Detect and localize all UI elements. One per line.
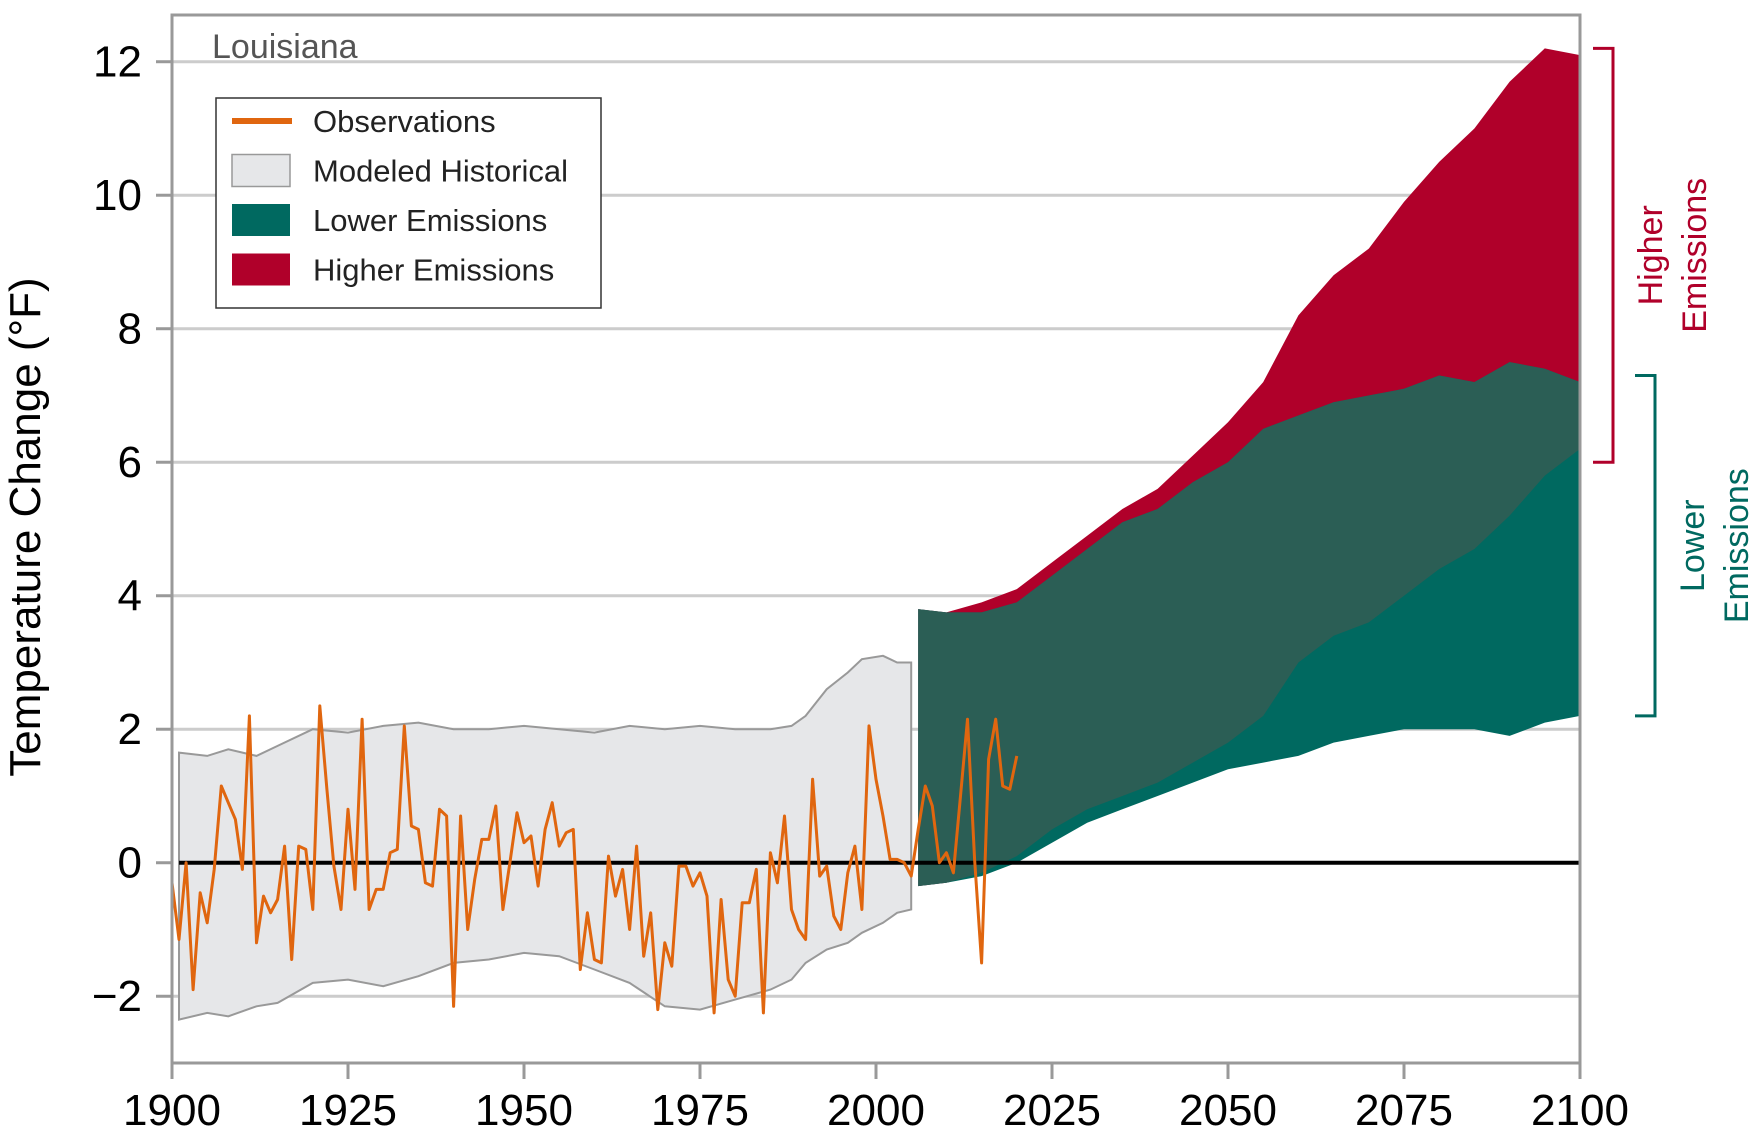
- modeled-legend-label: Modeled Historical: [313, 154, 568, 189]
- x-axis-ticks: 1900 1925 1950 1975 2000 2025 2050 2075 2100: [123, 1063, 1629, 1135]
- observations-legend-label: Observations: [313, 104, 496, 139]
- higher-emissions-bracket-label: Higher Emissions: [1632, 178, 1714, 333]
- y-tick-label: 0: [118, 839, 142, 888]
- bracket-label-line: Emissions: [1676, 178, 1714, 333]
- x-tick-label: 1950: [475, 1086, 573, 1135]
- x-tick-label: 2025: [1003, 1086, 1101, 1135]
- region-label: Louisiana: [212, 28, 358, 66]
- lower-legend-swatch: [232, 204, 290, 236]
- legend-items: Observations Modeled Historical Lower Emis…: [231, 104, 568, 288]
- x-tick-label: 2000: [827, 1086, 925, 1135]
- higher-legend-label: Higher Emissions: [313, 253, 554, 288]
- x-tick-label: 1925: [299, 1086, 397, 1135]
- y-axis-ticks: −2 0 2 4 6 8 10 12: [92, 38, 172, 1021]
- lower-emissions-bracket: [1635, 373, 1657, 718]
- lower-emissions-bracket-label: Lower Emissions: [1674, 468, 1756, 623]
- higher-legend-swatch: [232, 253, 290, 286]
- bracket-label-line: Higher: [1632, 205, 1670, 305]
- x-tick-label: 1975: [651, 1086, 749, 1135]
- higher-emissions-bracket: [1593, 46, 1615, 464]
- y-tick-label: 8: [118, 305, 142, 354]
- y-axis-title: Temperature Change (°F): [1, 277, 50, 776]
- x-tick-label: 2100: [1531, 1086, 1629, 1135]
- y-tick-label: 2: [118, 705, 142, 754]
- y-tick-label: −2: [92, 972, 142, 1021]
- observations-line: [170, 704, 1019, 1015]
- bracket-label-line: Lower: [1674, 499, 1712, 592]
- observations-series: [170, 704, 1019, 1015]
- overlap-band: [918, 362, 1580, 887]
- modeled-legend-swatch: [231, 153, 291, 188]
- x-tick-label: 2075: [1355, 1086, 1453, 1135]
- legend: Observations Modeled Historical Lower Emis…: [215, 97, 602, 309]
- y-tick-label: 6: [118, 438, 142, 487]
- x-tick-label: 1900: [123, 1086, 221, 1135]
- lower-legend-label: Lower Emissions: [313, 203, 547, 238]
- bracket-label-line: Emissions: [1718, 468, 1756, 623]
- x-tick-label: 2050: [1179, 1086, 1277, 1135]
- y-tick-label: 10: [93, 171, 142, 220]
- projection-bands: [178, 48, 1580, 1021]
- y-tick-label: 12: [93, 38, 142, 87]
- y-tick-label: 4: [118, 572, 142, 621]
